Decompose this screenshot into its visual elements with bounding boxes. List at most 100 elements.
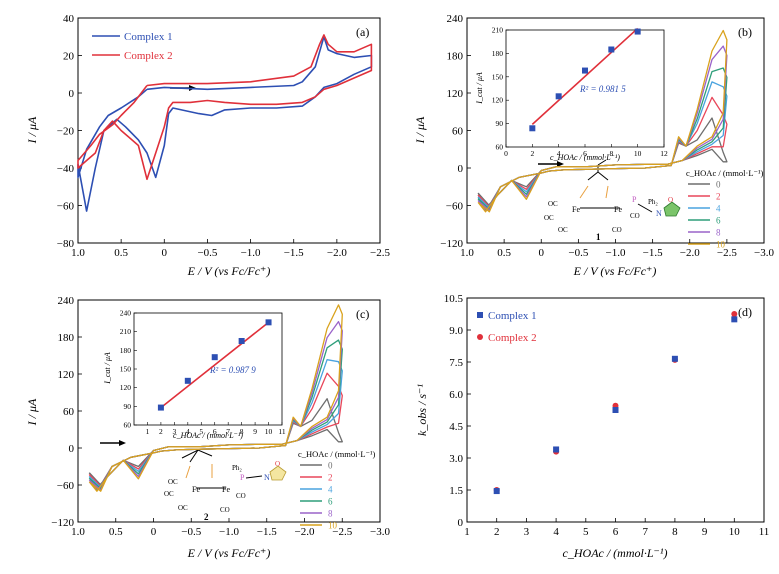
inset-y-tick-label-b: 210 — [492, 26, 504, 35]
y-tick-label-b: 120 — [447, 88, 464, 100]
svg-text:N: N — [656, 209, 662, 218]
inset-y-tick-label-c: 210 — [120, 327, 132, 336]
legend-marker-complex-1 — [477, 312, 483, 318]
inset-point-b — [634, 28, 641, 35]
inset-x-tick-label-c: 7 — [226, 427, 230, 436]
svg-text:Fe: Fe — [572, 205, 580, 214]
inset-x-tick-label-c: 1 — [146, 427, 150, 436]
y-tick-label-c: 180 — [58, 332, 75, 344]
y-tick-label-d: 1.5 — [449, 485, 463, 497]
kobs-point-complex-1 — [671, 355, 678, 362]
inset-x-tick-label-c: 2 — [159, 427, 163, 436]
svg-text:O: O — [275, 460, 280, 468]
svg-text:Ph₂: Ph₂ — [648, 198, 658, 206]
inset-x-tick-label-c: 10 — [265, 427, 273, 436]
panel-b-ylabel: I / μA — [413, 116, 427, 144]
inset-y-tick-label-c: 180 — [120, 346, 132, 355]
plot-layer: 1.0 0.5 0 −0.5 −1.0 −1.5 −2.0 −2.5 −80 −60 −40 −20 0… — [51, 13, 774, 538]
legend-text-c-c0: 0 — [328, 461, 333, 471]
x-tick-label-c: −1.5 — [257, 526, 277, 538]
svg-text:CO: CO — [220, 506, 230, 514]
panel-c-legend: 0 2 4 6 8 10 — [300, 461, 338, 531]
inset-point-c — [265, 319, 272, 326]
x-tick-label-d: 5 — [583, 526, 589, 538]
x-tick-label-a: 0.5 — [114, 247, 128, 259]
x-tick-label-b: 0 — [539, 247, 545, 259]
scan-direction-arrow-b — [538, 161, 564, 167]
x-tick-label-c: 0.5 — [109, 526, 123, 538]
panel-d-ylabel: k_obs / s⁻¹ — [415, 384, 429, 436]
y-tick-label-d: 6.0 — [449, 389, 463, 401]
molecule-1-structure: Fe Fe OC OC OC CO CO P Ph₂ N O 1 — [544, 159, 681, 242]
inset-c-xlabel: c_HOAc / (mmol·L⁻¹) — [173, 431, 243, 440]
svg-text:Fe: Fe — [614, 205, 622, 214]
y-tick-label-a: −40 — [57, 163, 75, 175]
inset-c-r2: R² = 0.987 9 — [209, 365, 256, 375]
inset-point-c — [238, 338, 245, 344]
cv-curve-complex-1 — [77, 35, 373, 212]
panel-a-ylabel: I / μA — [25, 116, 39, 144]
cv-curve-c-c10 — [88, 304, 343, 492]
x-tick-label-c: −3.0 — [370, 526, 390, 538]
kobs-point-complex-1 — [612, 407, 619, 413]
inset-point-c — [157, 404, 164, 411]
molecule-2-structure: Fe Fe OC OC OC CO CO P Ph₂ N O 2 — [164, 449, 287, 522]
legend-text-c-c8: 8 — [328, 509, 333, 519]
scan-direction-arrow-c — [100, 440, 126, 446]
y-tick-label-b: 0 — [458, 163, 464, 175]
svg-text:N: N — [264, 473, 270, 482]
inset-point-c — [184, 377, 191, 384]
inset-x-tick-label-c: 9 — [253, 427, 257, 436]
inset-point-b — [582, 67, 588, 74]
molecule-2-number: 2 — [204, 512, 209, 522]
inset-x-tick-label-b: 6 — [583, 149, 587, 158]
legend-text-b-c8: 8 — [716, 228, 721, 238]
svg-text:OC: OC — [178, 504, 188, 512]
panel-c-label: (c) — [356, 307, 369, 321]
inset-x-tick-label-c: 4 — [186, 427, 190, 436]
inset-y-tick-label-c: 120 — [120, 383, 132, 392]
inset-fit-line-b — [531, 27, 639, 125]
legend-text-d-complex-1: Complex 1 — [488, 310, 537, 322]
y-tick-label-b: −60 — [446, 200, 464, 212]
x-tick-label-a: 0 — [162, 247, 168, 259]
cv-curve-b-c10 — [477, 29, 728, 213]
panel-d-legend: Complex 1 Complex 2 — [477, 310, 537, 344]
y-tick-label-d: 10.5 — [444, 293, 464, 305]
inset-x-tick-label-b: 12 — [660, 149, 668, 158]
x-tick-label-a: −2.5 — [370, 247, 390, 259]
x-tick-label-b: −2.0 — [680, 247, 700, 259]
panel-b-legend: 0 2 4 6 8 10 — [688, 180, 726, 250]
y-tick-label-c: −60 — [57, 480, 75, 492]
panel-c-xlabel: E / V (vs Fc/Fc⁺) — [187, 546, 271, 560]
inset-x-tick-label-c: 5 — [199, 427, 203, 436]
x-tick-label-d: 4 — [553, 526, 559, 538]
svg-text:Fe: Fe — [192, 485, 200, 494]
x-tick-label-c: 0 — [151, 526, 157, 538]
legend-marker-complex-2 — [477, 334, 483, 340]
inset-b-r2: R² = 0.981 5 — [579, 84, 626, 94]
y-tick-label-a: 40 — [63, 13, 75, 25]
panel-b-xlabel: E / V (vs Fc/Fc⁺) — [573, 264, 657, 278]
svg-text:CO: CO — [612, 226, 622, 234]
x-tick-label-a: −1.0 — [241, 247, 261, 259]
svg-text:CO: CO — [236, 492, 246, 500]
inset-b-xlabel: c_HOAc / (mmol·L⁻¹) — [550, 153, 620, 162]
legend-text-b-c0: 0 — [716, 180, 721, 190]
svg-text:OC: OC — [544, 214, 554, 222]
svg-text:OC: OC — [168, 478, 178, 486]
y-tick-label-a: −80 — [57, 238, 75, 250]
x-tick-label-d: 11 — [759, 526, 770, 538]
inset-y-tick-label-b: 180 — [492, 49, 504, 58]
inset-y-tick-label-c: 90 — [124, 402, 132, 411]
inset-y-tick-label-b: 150 — [492, 72, 504, 81]
inset-x-tick-label-b: 2 — [530, 149, 534, 158]
panel-a-label: (a) — [356, 25, 369, 39]
inset-y-tick-label-c: 240 — [120, 309, 132, 318]
x-tick-label-d: 7 — [642, 526, 648, 538]
inset-point-b — [555, 93, 562, 100]
panel-b-label: (b) — [738, 25, 752, 39]
x-tick-label-d: 10 — [729, 526, 741, 538]
x-tick-label-b: 0.5 — [497, 247, 511, 259]
inset-b-ylabel: I_cat / μA — [475, 72, 484, 105]
